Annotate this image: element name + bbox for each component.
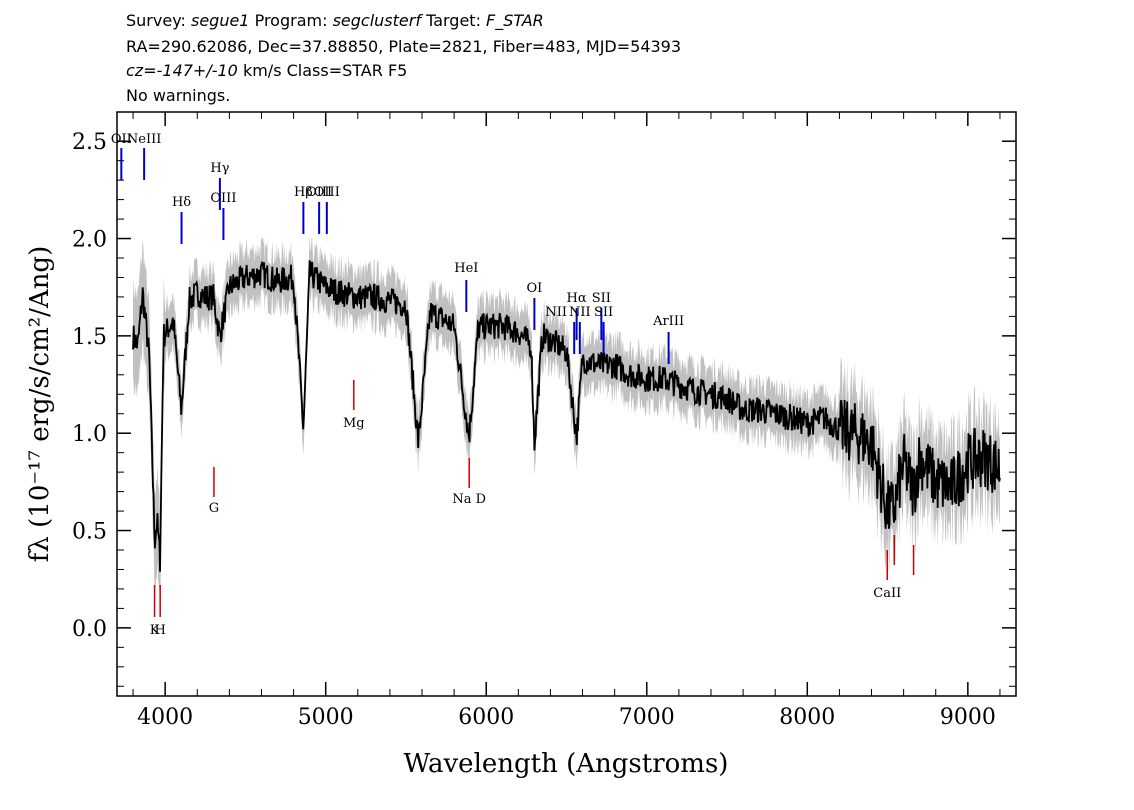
flux-line xyxy=(132,260,1001,572)
x-axis-title: Wavelength (Angstroms) xyxy=(404,749,729,779)
axis-ticks: 4000 5000 6000 7000 8000 9000 0.0 0.5 1.0 1.5 2.0 2… xyxy=(72,112,1016,730)
absorption-label: Mg xyxy=(343,416,365,431)
emission-label: Hα xyxy=(567,291,587,306)
emission-label: OII xyxy=(111,132,132,147)
flux-layer xyxy=(132,260,1001,572)
absorption-label: H xyxy=(155,623,166,638)
y-tick-label: 1.0 xyxy=(72,422,107,447)
x-tick-label: 8000 xyxy=(779,705,835,730)
emission-label: ArIII xyxy=(652,314,684,329)
plot-frame xyxy=(116,111,1017,697)
survey-value: segue1 xyxy=(190,11,250,30)
emission-label: NII xyxy=(545,305,567,320)
x-tick-label: 4000 xyxy=(137,705,193,730)
y-tick-label: 0.5 xyxy=(72,520,107,545)
header-line-4: No warnings. xyxy=(126,86,231,105)
header-line-1: Survey: segue1 Program: segclusterf Targ… xyxy=(126,11,544,31)
x-tick-label: 7000 xyxy=(619,705,675,730)
emission-label: OI xyxy=(526,281,542,296)
emission-label: SII xyxy=(592,291,611,306)
emission-label: Hδ xyxy=(172,195,191,210)
header-line-2: RA=290.62086, Dec=37.88850, Plate=2821, … xyxy=(126,37,682,56)
x-tick-label: 6000 xyxy=(458,705,514,730)
emission-label: Hγ xyxy=(210,161,229,176)
program-value: segclusterf xyxy=(332,11,421,30)
emission-label: NeIII xyxy=(127,132,161,147)
emission-label: OIII xyxy=(306,185,332,200)
x-tick-label: 5000 xyxy=(298,705,354,730)
absorption-label: CaII xyxy=(873,586,901,601)
absorption-label: Na D xyxy=(452,492,486,507)
y-axis-title: fλ (10⁻¹⁷ erg/s/cm²/Ang) xyxy=(25,246,55,562)
y-tick-label: 2.0 xyxy=(72,228,107,253)
emission-label: NII xyxy=(569,305,591,320)
y-tick-label: 1.5 xyxy=(72,325,107,350)
absorption-label: G xyxy=(209,501,219,516)
cz-prefix: cz= xyxy=(126,61,157,80)
emission-label: Hβ xyxy=(294,185,313,200)
emission-label: SII xyxy=(594,305,613,320)
absorption-label: K xyxy=(150,623,160,638)
emission-label: OIII xyxy=(314,185,340,200)
cz-suffix: km/s Class=STAR F5 xyxy=(237,61,408,80)
survey-label: Survey: xyxy=(126,11,186,30)
y-tick-label: 2.5 xyxy=(72,130,107,155)
target-label: Target: xyxy=(426,11,481,30)
emission-label: HeI xyxy=(454,261,478,276)
cz-value: -147+/-10 xyxy=(156,61,238,80)
y-tick-label: 0.0 xyxy=(72,617,107,642)
program-label: Program: xyxy=(254,11,328,30)
header-line-3: cz=-147+/-10 km/s Class=STAR F5 xyxy=(126,61,407,81)
x-tick-label: 9000 xyxy=(940,705,996,730)
target-value: F_STAR xyxy=(486,11,544,30)
emission-label: OIII xyxy=(210,191,236,206)
